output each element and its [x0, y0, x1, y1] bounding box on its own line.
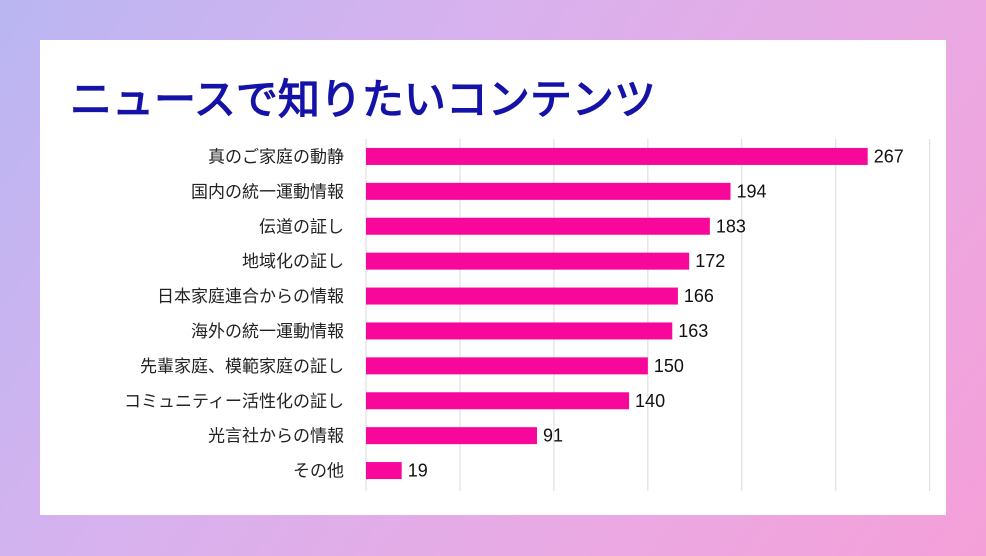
data-label: 267 [874, 146, 904, 166]
bar [366, 427, 537, 445]
category-label: コミュニティー活性化の証し [124, 392, 344, 412]
bar-chart: 真のご家庭の動静 267 国内の統一運動情報 194 伝道の証し 183 地域化の証し 172… [124, 139, 931, 491]
bar [366, 182, 731, 200]
data-label: 194 [737, 181, 767, 201]
category-label: その他 [293, 462, 344, 482]
category-label: 伝道の証し [259, 217, 344, 237]
category-label: 日本家庭連合からの情報 [157, 287, 344, 307]
category-label: 光言社からの情報 [208, 427, 344, 447]
bar [366, 392, 630, 410]
bar [366, 462, 402, 480]
data-label: 19 [408, 461, 428, 481]
bar [366, 322, 673, 340]
bar [366, 357, 648, 375]
data-label: 163 [678, 321, 708, 341]
chart-title: ニュースで知りたいコンテンツ [70, 75, 656, 124]
chart-card: ニュースで知りたいコンテンツ 真のご家庭の動静 267 国内の統一運動情報 194 伝道… [40, 40, 946, 515]
bar [366, 217, 710, 235]
category-label: 先輩家庭、模範家庭の証し [140, 357, 344, 377]
bar [366, 252, 690, 270]
data-label: 172 [695, 251, 725, 271]
bar [366, 147, 868, 165]
data-label: 150 [654, 356, 684, 376]
data-label: 140 [635, 391, 665, 411]
data-label: 183 [716, 216, 746, 236]
category-label: 国内の統一運動情報 [191, 182, 344, 202]
category-label: 真のご家庭の動静 [208, 147, 344, 167]
category-label: 海外の統一運動情報 [191, 322, 344, 342]
bar [366, 287, 678, 305]
data-label: 166 [684, 286, 714, 306]
category-label: 地域化の証し [242, 252, 344, 272]
data-label: 91 [543, 426, 563, 446]
